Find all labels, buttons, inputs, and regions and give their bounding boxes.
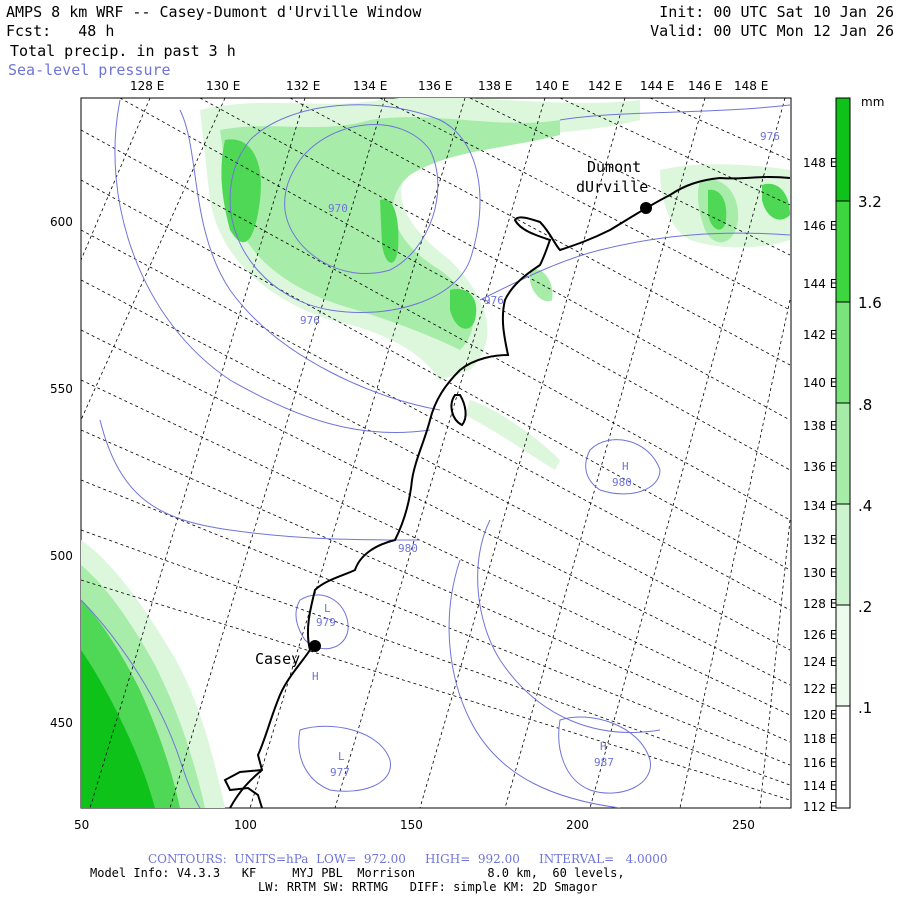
pressure-label: 980: [398, 542, 418, 555]
legend-level: .1: [858, 699, 872, 717]
y-tick: 450: [50, 716, 73, 730]
lat-label: 130 E: [803, 566, 837, 580]
pressure-label: 980: [612, 476, 632, 489]
lat-label: 122 E: [803, 682, 837, 696]
lat-label: 118 E: [803, 732, 837, 746]
station-label: Casey: [255, 650, 300, 668]
legend-level: .8: [858, 396, 872, 414]
y-tick: 550: [50, 382, 73, 396]
lon-label: 136 E: [418, 79, 452, 93]
lat-label: 134 E: [803, 499, 837, 513]
lat-label: 124 E: [803, 655, 837, 669]
x-tick: 150: [400, 818, 423, 832]
lat-label: 148 E: [803, 156, 837, 170]
lat-label: 114 E: [803, 779, 837, 793]
contour-info: CONTOURS: UNITS=hPa LOW= 972.00 HIGH= 99…: [148, 852, 668, 866]
model-info: Model Info: V4.3.3 KF MYJ PBL Morrison 8…: [90, 866, 625, 880]
x-tick: 200: [566, 818, 589, 832]
pressure-label: 970: [328, 202, 348, 215]
high-mark: H: [312, 670, 319, 683]
lat-label: 126 E: [803, 628, 837, 642]
legend-level: .4: [858, 497, 872, 515]
low-mark: L: [324, 602, 331, 615]
station-casey[interactable]: Casey: [255, 640, 321, 668]
y-tick: 500: [50, 549, 73, 563]
lat-label: 132 E: [803, 533, 837, 547]
legend-level: 3.2: [858, 193, 882, 211]
lat-label: 140 E: [803, 376, 837, 390]
map-title: AMPS 8 km WRF -- Casey-Dumont d'Urville …: [6, 3, 422, 21]
legend-unit: mm: [861, 95, 884, 109]
lon-label: 146 E: [688, 79, 722, 93]
lon-label: 134 E: [353, 79, 387, 93]
lat-label: 138 E: [803, 419, 837, 433]
right-axis-labels: 148 E 146 E 144 E 142 E 140 E 138 E 136 …: [803, 156, 837, 814]
pressure-label: 987: [594, 756, 614, 769]
precip-legend: mm 3.2 1.6 .8 .4 .2 .1: [835, 95, 884, 809]
y-tick: 600: [50, 215, 73, 229]
field-name: Total precip. in past 3 h: [10, 42, 236, 60]
lon-label: 130 E: [206, 79, 240, 93]
lon-label: 138 E: [478, 79, 512, 93]
pressure-label: 976: [760, 130, 780, 143]
coastline: [223, 176, 791, 808]
station-label: Dumont: [587, 158, 641, 176]
lat-label: 142 E: [803, 328, 837, 342]
forecast-hour: Fcst: 48 h: [6, 22, 115, 40]
pressure-label: 976: [484, 294, 504, 307]
lat-label: 144 E: [803, 277, 837, 291]
lat-label: 112 E: [803, 800, 837, 814]
legend-level: 1.6: [858, 294, 882, 312]
lon-label: 128 E: [130, 79, 164, 93]
valid-time: Valid: 00 UTC Mon 12 Jan 26: [650, 22, 894, 40]
lat-label: 136 E: [803, 460, 837, 474]
lon-label: 142 E: [588, 79, 622, 93]
overlay-name: Sea-level pressure: [8, 61, 171, 79]
pressure-label: 977: [330, 766, 350, 779]
x-tick: 250: [732, 818, 755, 832]
pressure-label: 976: [300, 314, 320, 327]
lon-label: 140 E: [535, 79, 569, 93]
lon-label: 144 E: [640, 79, 674, 93]
lon-label: 132 E: [286, 79, 320, 93]
init-time: Init: 00 UTC Sat 10 Jan 26: [659, 3, 894, 21]
x-tick: 100: [234, 818, 257, 832]
lat-label: 128 E: [803, 597, 837, 611]
station-dumont[interactable]: Dumont dUrville: [576, 158, 652, 214]
top-axis-labels: 128 E 130 E 132 E 134 E 136 E 138 E 140 …: [130, 79, 768, 93]
low-mark: L: [338, 750, 345, 763]
high-mark: H: [622, 460, 629, 473]
pressure-label: 979: [316, 616, 336, 629]
lat-label: 146 E: [803, 219, 837, 233]
grid-index-ticks: 50 100 150 200 250 600 550 500 450: [50, 215, 755, 832]
legend-level: .2: [858, 598, 872, 616]
lon-label: 148 E: [734, 79, 768, 93]
pressure-contours: [81, 99, 791, 808]
station-label: dUrville: [576, 178, 648, 196]
high-mark: H: [600, 740, 607, 753]
precip-shading: [81, 98, 790, 808]
lat-label: 120 E: [803, 708, 837, 722]
model-info-2: LW: RRTM SW: RRTMG DIFF: simple KM: 2D S…: [258, 880, 598, 894]
x-tick: 50: [74, 818, 89, 832]
lat-label: 116 E: [803, 756, 837, 770]
